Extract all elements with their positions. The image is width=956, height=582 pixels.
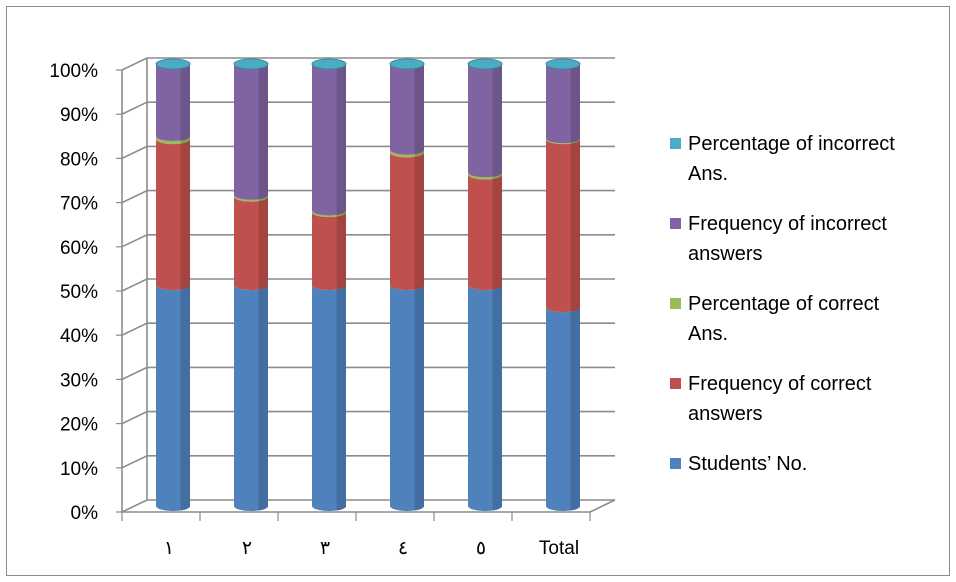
legend-swatch [670,218,681,229]
bar-segment-shade [414,64,425,155]
bar-segment-shade [414,149,425,157]
legend-label: Percentage of incorrect [688,133,895,155]
legend-label: Percentage of correct [688,293,880,315]
y-tick-label: 0% [71,503,99,524]
bar-top-cap [389,58,425,70]
bar-segment-shade [570,139,581,312]
bar-segment-shade [336,285,347,511]
legend-label: Ans. [688,323,728,345]
floor-right-edge [589,499,616,513]
gridline-side [121,145,148,160]
legend-label: answers [688,403,762,425]
x-tick-label: ٤ [398,538,408,559]
bar-top-cap [545,58,581,70]
gridline-side [121,322,148,336]
legend-label: Frequency of incorrect [688,213,887,235]
bar-segment-shade [570,64,581,143]
x-tick-label: ٢ [242,538,252,559]
y-tick-label: 80% [60,149,98,170]
bar-top-cap [155,58,191,70]
gridline-side [121,499,148,513]
bar-segment-shade [180,139,191,290]
y-tick-label: 20% [60,415,98,436]
bar-segment-shade [180,136,191,144]
bar-top-cap [311,58,347,70]
gridline-side [121,101,148,115]
bar-segment-shade [570,138,581,144]
x-tick-label: Total [539,538,579,559]
gridline-side [121,366,148,381]
legend-label: Students’ No. [688,453,807,475]
y-tick-label: 90% [60,105,98,126]
bar-segment-shade [414,285,425,511]
y-tick-label: 100% [49,61,98,82]
legend-swatch [670,458,681,469]
bar-segment-shade [492,285,503,511]
bar-segment-shade [258,196,269,290]
y-tick-label: 10% [60,459,98,480]
y-tick-label: 60% [60,238,98,259]
bar-segment-shade [180,64,191,141]
gridline-side [121,455,148,469]
gridline-side [121,234,148,248]
y-tick-label: 70% [60,194,98,215]
gridline-side [121,57,148,71]
bar-segment-shade [258,285,269,511]
bar-segment-shade [336,210,347,217]
bar-segment-shade [492,172,503,179]
x-tick-label: ٣ [320,538,330,559]
y-tick-label: 40% [60,326,98,347]
bar-segment-shade [492,64,503,177]
y-tick-label: 30% [60,370,98,391]
legend-label: answers [688,243,762,265]
y-tick-label: 50% [60,282,98,303]
legend-swatch [670,298,681,309]
bar-segment-shade [570,307,581,511]
gridline-side [121,410,148,425]
bar-segment-shade [336,212,347,290]
gridline-side [121,189,148,204]
bar-segment-shade [258,64,269,200]
bar-top-cap [467,58,503,70]
bar-segment-shade [492,174,503,290]
bar-segment-shade [258,194,269,202]
x-tick-label: ٥ [476,538,486,559]
gridline-side [121,278,148,292]
legend-swatch [670,378,681,389]
bar-segment-shade [336,64,347,216]
legend-label: Frequency of correct [688,373,872,395]
bar-segment-shade [414,152,425,290]
legend-label: Ans. [688,163,728,185]
x-tick-label: ١ [164,538,174,559]
bar-segment-shade [180,285,191,511]
bar-top-cap [233,58,269,70]
legend-swatch [670,138,681,149]
